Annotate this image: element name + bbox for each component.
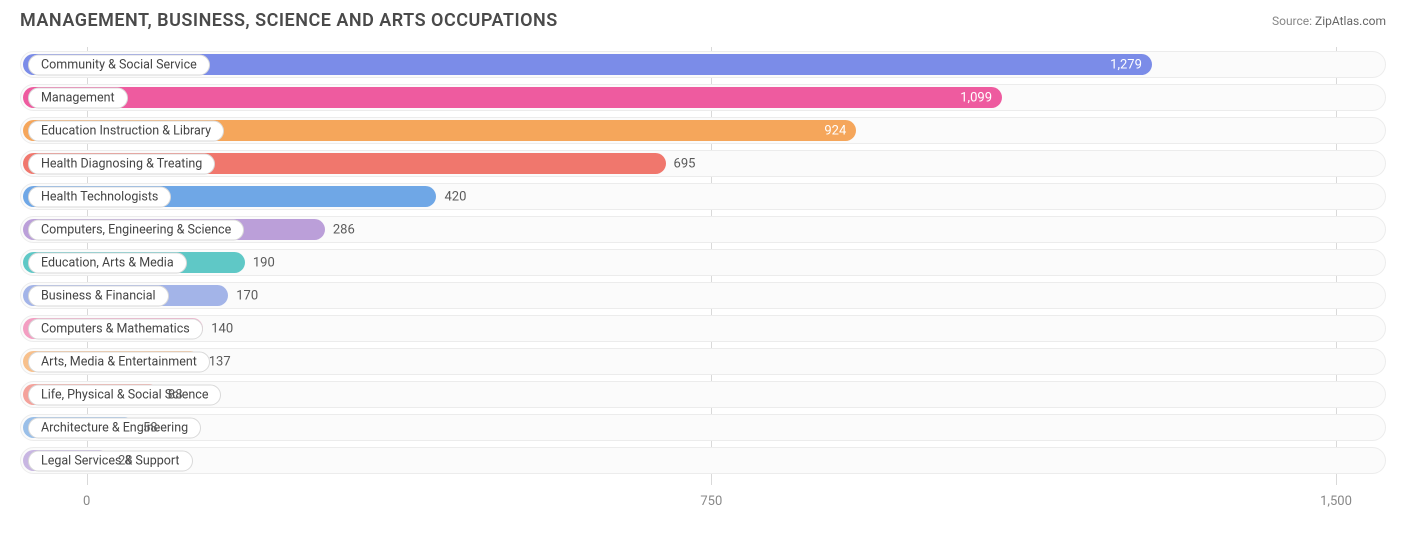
category-pill: Health Diagnosing & Treating: [28, 153, 215, 174]
category-pill: Life, Physical & Social Science: [28, 384, 221, 405]
bar-row: Computers & Mathematics 140: [20, 315, 1386, 342]
value-label: 695: [674, 156, 696, 171]
bar-rows: Community & Social Service 1,279 Managemen…: [20, 47, 1386, 474]
value-label: 286: [333, 222, 355, 237]
value-label: 190: [253, 255, 275, 270]
value-label: 137: [209, 354, 231, 369]
bar-row: Computers, Engineering & Science 286: [20, 216, 1386, 243]
category-pill: Arts, Media & Entertainment: [28, 351, 210, 372]
value-label: 420: [444, 189, 466, 204]
x-tick-label: 0: [83, 494, 90, 509]
x-tick-label: 750: [700, 494, 722, 509]
plot-area: Community & Social Service 1,279 Managemen…: [20, 47, 1386, 515]
bar-row: Life, Physical & Social Science88: [20, 381, 1386, 408]
value-label: 140: [211, 321, 233, 336]
bar-row: Management 1,099: [20, 84, 1386, 111]
bar-row: Legal Services & Support28: [20, 447, 1386, 474]
category-pill: Health Technologists: [28, 186, 171, 207]
bar-row: Health Technologists 420: [20, 183, 1386, 210]
category-pill: Computers, Engineering & Science: [28, 219, 244, 240]
category-pill: Business & Financial: [28, 285, 169, 306]
category-pill: Architecture & Engineering: [28, 417, 201, 438]
bar-row: Architecture & Engineering58: [20, 414, 1386, 441]
source-attribution: Source: ZipAtlas.com: [1272, 14, 1386, 28]
chart-title: MANAGEMENT, BUSINESS, SCIENCE AND ARTS O…: [20, 10, 558, 31]
bar-row: Arts, Media & Entertainment137: [20, 348, 1386, 375]
bar-track: [20, 381, 1386, 408]
category-pill: Education, Arts & Media: [28, 252, 187, 273]
chart-container: MANAGEMENT, BUSINESS, SCIENCE AND ARTS O…: [0, 0, 1406, 558]
bar-track: [20, 447, 1386, 474]
source-value: ZipAtlas.com: [1315, 14, 1386, 28]
category-pill: Education Instruction & Library: [28, 120, 224, 141]
source-label: Source:: [1272, 14, 1312, 28]
value-label: 170: [236, 288, 258, 303]
bar-fill: [23, 87, 1002, 108]
bar-row: Community & Social Service 1,279: [20, 51, 1386, 78]
bar-row: Education, Arts & Media 190: [20, 249, 1386, 276]
bar-row: Education Instruction & Library 924: [20, 117, 1386, 144]
x-tick-label: 1,500: [1320, 494, 1352, 509]
category-pill: Legal Services & Support: [28, 450, 193, 471]
category-pill: Community & Social Service: [28, 54, 210, 75]
chart-header: MANAGEMENT, BUSINESS, SCIENCE AND ARTS O…: [20, 10, 1386, 31]
value-label: 28: [118, 453, 133, 468]
bar-track: [20, 414, 1386, 441]
bar-row: Business & Financial 170: [20, 282, 1386, 309]
value-label: 58: [143, 420, 158, 435]
value-label: 924: [824, 123, 846, 138]
value-label: 1,099: [960, 90, 992, 105]
value-label: 88: [168, 387, 183, 402]
bar-row: Health Diagnosing & Treating 695: [20, 150, 1386, 177]
value-label: 1,279: [1110, 57, 1142, 72]
category-pill: Management: [28, 87, 128, 108]
category-pill: Computers & Mathematics: [28, 318, 203, 339]
x-axis: 0 750 1,500: [20, 489, 1386, 509]
